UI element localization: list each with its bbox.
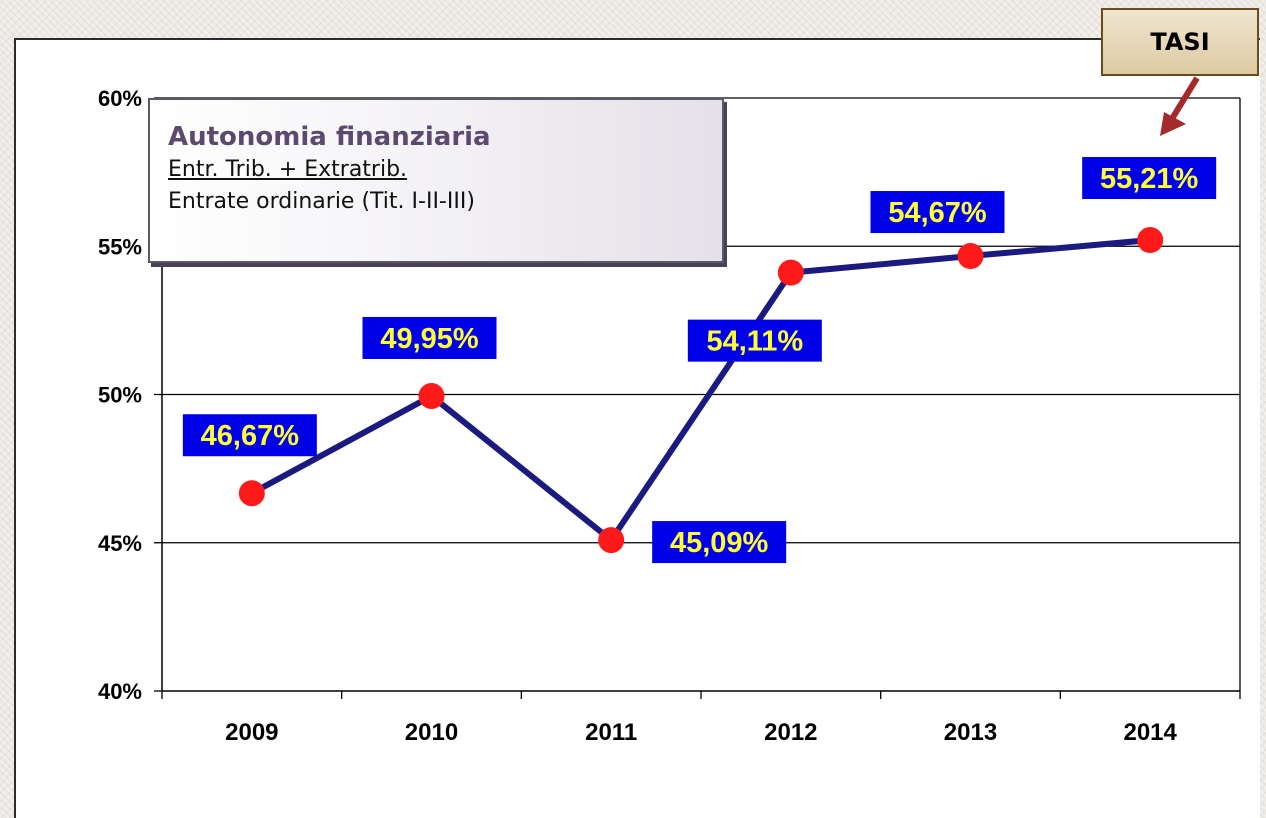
data-point: [418, 382, 445, 409]
legend-title: Autonomia finanziaria: [168, 122, 491, 152]
data-label-text: 54,67%: [888, 197, 987, 229]
x-tick-label: 2009: [225, 719, 278, 746]
series-line: [250, 237, 1151, 544]
data-label: 54,67%: [870, 191, 1005, 234]
data-label-text: 45,09%: [670, 527, 769, 559]
data-label-text: 54,11%: [706, 326, 803, 358]
data-label-box: [652, 521, 787, 564]
data-label-text: 46,67%: [201, 420, 300, 452]
data-label: 54,11%: [687, 319, 822, 362]
data-label: 55,21%: [1082, 157, 1217, 200]
data-label: 45,09%: [652, 521, 787, 564]
x-tick-label: 2012: [764, 719, 817, 746]
y-tick-label: 60%: [98, 86, 142, 111]
data-label-text: 49,95%: [380, 323, 479, 355]
data-label-box: [362, 316, 497, 359]
data-label-text: 55,21%: [1100, 163, 1199, 195]
data-label-box: [1082, 157, 1217, 200]
y-tick-label: 40%: [98, 679, 142, 704]
y-tick-label: 45%: [98, 531, 142, 556]
x-tick-label: 2010: [405, 719, 458, 746]
data-point: [598, 527, 625, 554]
callout-arrow-shaft: [1167, 76, 1200, 124]
tasi-label: TASI: [1150, 28, 1210, 56]
data-label-box: [687, 319, 822, 362]
y-tick-label: 55%: [98, 234, 142, 259]
legend-numerator: Entr. Trib. + Extratrib.: [168, 157, 408, 182]
x-tick-label: 2014: [1123, 719, 1177, 746]
x-tick-label: 2013: [944, 719, 997, 746]
callout-arrow-head: [1160, 112, 1186, 136]
data-label: 46,67%: [182, 414, 317, 457]
x-tick-label: 2011: [585, 719, 637, 746]
data-label: 49,95%: [362, 316, 497, 359]
data-point: [777, 259, 804, 286]
data-label-box: [182, 414, 317, 457]
legend-box: Autonomia finanziaria Entr. Trib. + Extr…: [148, 98, 724, 263]
tasi-callout: TASI: [1101, 8, 1259, 76]
data-point: [957, 243, 984, 270]
data-point: [1137, 227, 1164, 254]
y-tick-label: 50%: [98, 383, 142, 408]
data-point: [238, 480, 265, 507]
legend-denominator: Entrate ordinarie (Tit. I-II-III): [168, 189, 475, 214]
data-label-box: [870, 191, 1005, 234]
